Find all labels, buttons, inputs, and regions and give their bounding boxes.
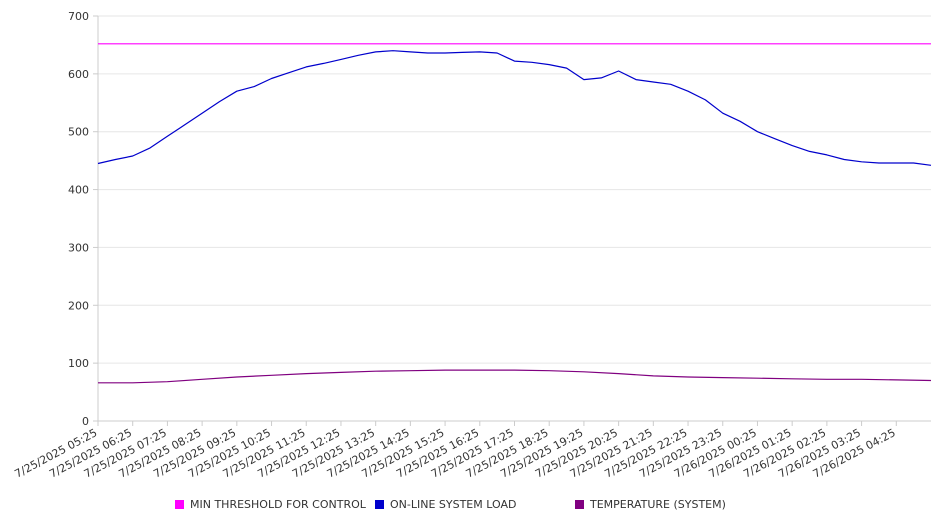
y-axis: 0 100 200 300 400 500 600 700: [68, 10, 99, 428]
series-line-temperature: [98, 369, 932, 384]
legend-item-system-load[interactable]: ON-LINE SYSTEM LOAD: [375, 498, 516, 511]
legend-label-temperature: TEMPERATURE (SYSTEM): [590, 498, 726, 511]
y-tick-label-100: 100: [68, 357, 89, 370]
series-layer: [97, 43, 932, 384]
y-tick-label-500: 500: [68, 126, 89, 139]
y-tick-label-0: 0: [82, 415, 89, 428]
series-line-system-load: [97, 50, 932, 166]
y-tick-label-300: 300: [68, 241, 89, 254]
y-tick-label-400: 400: [68, 184, 89, 197]
y-tick-label-700: 700: [68, 10, 89, 23]
grid-lines: [98, 15, 931, 364]
legend-item-temperature[interactable]: TEMPERATURE (SYSTEM): [575, 498, 726, 511]
legend-swatch-temperature: [575, 500, 584, 509]
legend-swatch-min-threshold: [175, 500, 184, 509]
x-axis: 7/25/2025 05:257/25/2025 06:257/25/2025 …: [12, 420, 931, 481]
legend-label-min-threshold: MIN THRESHOLD FOR CONTROL: [190, 498, 366, 511]
y-tick-label-200: 200: [68, 299, 89, 312]
legend-swatch-system-load: [375, 500, 384, 509]
y-tick-label-600: 600: [68, 68, 89, 81]
legend: MIN THRESHOLD FOR CONTROL ON-LINE SYSTEM…: [0, 498, 946, 514]
legend-item-min-threshold[interactable]: MIN THRESHOLD FOR CONTROL: [175, 498, 366, 511]
legend-label-system-load: ON-LINE SYSTEM LOAD: [390, 498, 517, 511]
